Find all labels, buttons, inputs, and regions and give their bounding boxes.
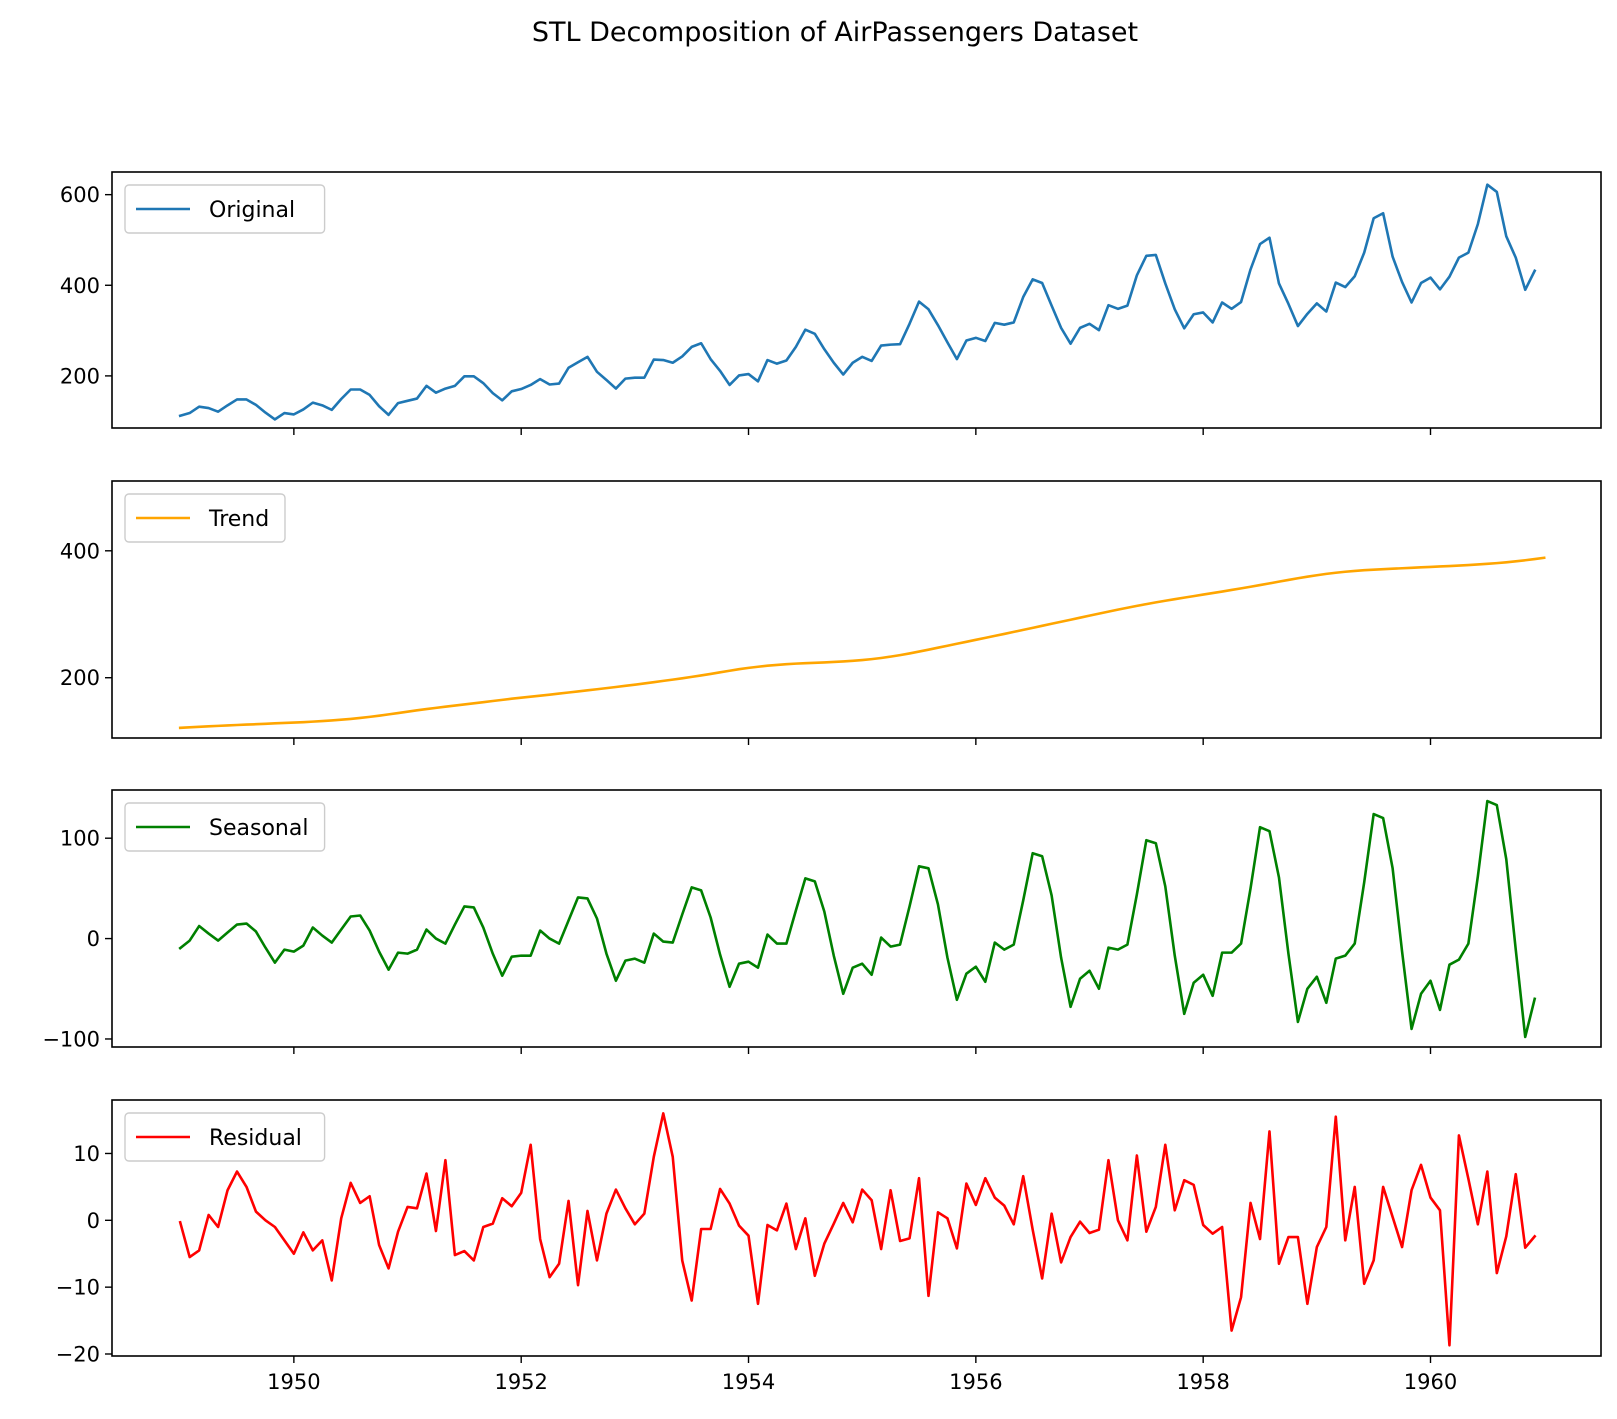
y-tick-label: −10	[56, 1276, 100, 1300]
y-tick-label: 200	[60, 666, 100, 690]
y-tick-label: 0	[87, 1209, 100, 1233]
subplot-4: −20 −10 0 10 1950 1952 1954 1956 1958 1960 Residua…	[56, 1099, 1602, 1394]
legend: Original	[124, 184, 326, 234]
y-tick-label: 600	[60, 183, 100, 207]
axes-frame	[111, 789, 1602, 1048]
y-tick-label: −100	[42, 1027, 100, 1051]
y-tick-label: 200	[60, 364, 100, 388]
series-line-residual	[178, 1112, 1537, 1347]
legend: Seasonal	[124, 802, 326, 852]
legend-label-seasonal: Seasonal	[209, 816, 308, 841]
series-line-seasonal	[178, 799, 1537, 1039]
axes-frame	[111, 171, 1602, 429]
subplot-3: −100 0 100 Seasonal	[42, 789, 1602, 1054]
legend-box	[124, 184, 326, 234]
legend: Trend	[124, 493, 286, 543]
x-tick-label: 1958	[1176, 1370, 1229, 1394]
subplot-1: 200 400 600 Original	[60, 171, 1602, 435]
series-line-original	[178, 183, 1537, 421]
x-tick-label: 1950	[267, 1370, 320, 1394]
x-tick-label: 1954	[722, 1370, 775, 1394]
legend-label-original: Original	[209, 198, 295, 223]
legend-label-trend: Trend	[208, 507, 269, 532]
y-tick-label: 400	[60, 539, 100, 563]
subplot-2: 200 400 Trend	[60, 480, 1602, 745]
x-tick-label: 1956	[949, 1370, 1002, 1394]
y-tick-label: 100	[60, 827, 100, 851]
x-tick-label: 1960	[1404, 1370, 1457, 1394]
legend-box	[124, 802, 326, 852]
series-line-trend	[178, 556, 1546, 730]
legend-box	[124, 1112, 326, 1162]
y-tick-label: 10	[73, 1142, 100, 1166]
y-tick-label: −20	[56, 1342, 100, 1366]
y-tick-label: 0	[87, 927, 100, 951]
figure-title: STL Decomposition of AirPassengers Datas…	[532, 17, 1138, 48]
legend-label-residual: Residual	[209, 1126, 302, 1151]
legend-box	[124, 493, 286, 543]
x-tick-label: 1952	[494, 1370, 547, 1394]
axes-frame	[111, 480, 1602, 739]
axes-frame	[111, 1099, 1602, 1357]
y-tick-label: 400	[60, 274, 100, 298]
legend: Residual	[124, 1112, 326, 1162]
